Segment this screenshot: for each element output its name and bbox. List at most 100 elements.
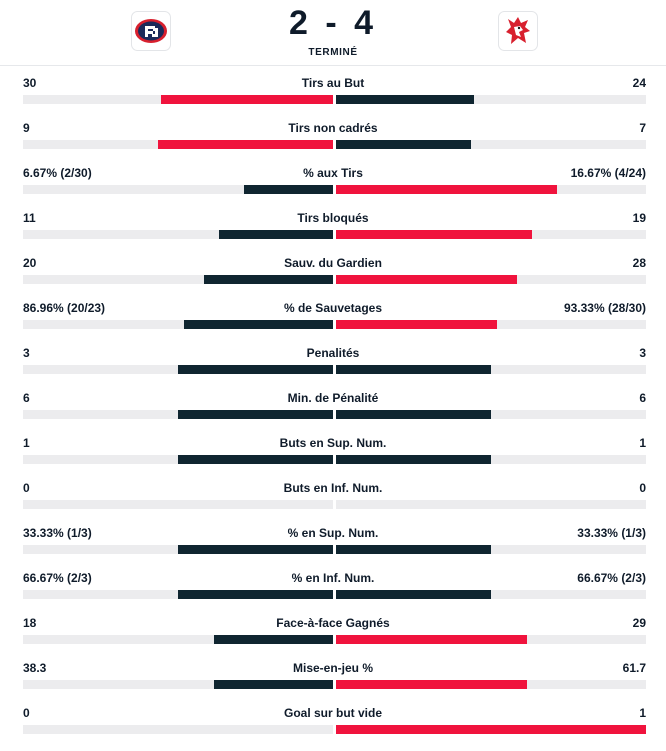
stat-away-value: 28 (632, 256, 646, 270)
stat-away-track (336, 185, 646, 194)
stat-row: 33.33% (1/3) % en Sup. Num. 33.33% (1/3) (0, 516, 666, 561)
stat-home-bar (178, 410, 333, 419)
stat-away-bar (336, 725, 646, 734)
stat-home-value: 11 (23, 211, 36, 225)
stat-away-track (336, 455, 646, 464)
stat-away-bar (336, 590, 491, 599)
stat-home-value: 1 (23, 436, 30, 450)
stat-home-value: 6 (23, 391, 30, 405)
stat-away-bar (336, 455, 491, 464)
stat-away-value: 19 (632, 211, 646, 225)
stat-home-value: 30 (23, 76, 37, 90)
stat-home-track (23, 95, 333, 104)
stat-home-track (23, 680, 333, 689)
stat-home-bar (158, 140, 333, 149)
stat-home-track (23, 230, 333, 239)
stat-away-value: 1 (639, 706, 646, 720)
stat-away-value: 93.33% (28/30) (563, 301, 646, 315)
stat-home-track (23, 140, 333, 149)
stat-label: Min. de Pénalité (287, 391, 379, 405)
stat-row: 9 Tirs non cadrés 7 (0, 111, 666, 156)
match-header: 2 - 4 TERMINÉ (0, 0, 666, 66)
stat-away-value: 6 (639, 391, 646, 405)
stat-home-track (23, 275, 333, 284)
stat-home-value: 0 (23, 481, 30, 495)
stat-label: Sauv. du Gardien (284, 256, 382, 270)
stat-label: Penalités (306, 346, 360, 360)
stat-away-track (336, 680, 646, 689)
stat-away-bar (336, 230, 532, 239)
stats-list: 30 Tirs au But 24 9 Tirs non cadrés 7 6.67% (2… (0, 66, 666, 741)
stat-away-track (336, 275, 646, 284)
stat-home-value: 66.67% (2/3) (23, 571, 92, 585)
stat-row: 38.3 Mise-en-jeu % 61.7 (0, 651, 666, 696)
stat-away-bar (336, 95, 474, 104)
stat-home-bar (244, 185, 333, 194)
stat-row: 0 Buts en Inf. Num. 0 (0, 471, 666, 516)
stat-away-track (336, 230, 646, 239)
stat-home-bar (161, 95, 333, 104)
stat-home-value: 18 (23, 616, 37, 630)
stat-label: Face-à-face Gagnés (276, 616, 390, 630)
stat-row: 66.67% (2/3) % en Inf. Num. 66.67% (2/3) (0, 561, 666, 606)
stat-home-track (23, 725, 333, 734)
stat-row: 11 Tirs bloqués 19 (0, 201, 666, 246)
stat-home-bar (214, 635, 333, 644)
stat-away-track (336, 140, 646, 149)
stat-label: % en Inf. Num. (291, 571, 375, 585)
stat-home-value: 6.67% (2/30) (23, 166, 92, 180)
stat-away-bar (336, 410, 491, 419)
stat-away-track (336, 635, 646, 644)
stat-away-bar (336, 635, 527, 644)
stat-label: Tirs non cadrés (288, 121, 378, 135)
stat-row: 0 Goal sur but vide 1 (0, 696, 666, 741)
stat-away-track (336, 545, 646, 554)
stat-away-value: 33.33% (1/3) (577, 526, 646, 540)
stat-home-value: 9 (23, 121, 30, 135)
stat-away-value: 1 (639, 436, 646, 450)
stat-home-bar (178, 590, 333, 599)
stat-away-bar (336, 545, 491, 554)
stat-away-value: 66.67% (2/3) (577, 571, 646, 585)
stat-home-track (23, 365, 333, 374)
stat-away-bar (336, 185, 557, 194)
stat-home-track (23, 500, 333, 509)
stat-label: Mise-en-jeu % (292, 661, 373, 675)
stat-row: 6.67% (2/30) % aux Tirs 16.67% (4/24) (0, 156, 666, 201)
stat-away-bar (336, 680, 527, 689)
stat-home-bar (214, 680, 333, 689)
stat-home-bar (219, 230, 333, 239)
stat-home-track (23, 320, 333, 329)
stat-row: 3 Penalités 3 (0, 336, 666, 381)
stat-away-track (336, 590, 646, 599)
match-status: TERMINÉ (308, 47, 358, 58)
stat-row: 20 Sauv. du Gardien 28 (0, 246, 666, 291)
stat-home-track (23, 410, 333, 419)
stat-away-value: 24 (632, 76, 646, 90)
stat-away-track (336, 410, 646, 419)
stat-away-track (336, 725, 646, 734)
lausanne-hc-lion-logo-icon[interactable] (498, 11, 538, 51)
stat-label: % en Sup. Num. (287, 526, 379, 540)
stat-away-value: 7 (639, 121, 646, 135)
stat-label: Tirs au But (301, 76, 365, 90)
stat-home-track (23, 635, 333, 644)
fribourg-gotteron-logo-icon[interactable] (131, 11, 171, 51)
stat-away-value: 29 (632, 616, 646, 630)
stat-home-bar (178, 545, 333, 554)
stat-row: 30 Tirs au But 24 (0, 66, 666, 111)
stat-home-value: 38.3 (23, 661, 47, 675)
stat-away-value: 0 (639, 481, 646, 495)
stat-home-track (23, 185, 333, 194)
stat-home-value: 86.96% (20/23) (23, 301, 106, 315)
stat-row: 18 Face-à-face Gagnés 29 (0, 606, 666, 651)
stat-away-value: 16.67% (4/24) (570, 166, 646, 180)
stat-label: Tirs bloqués (297, 211, 369, 225)
stat-away-value: 3 (639, 346, 646, 360)
stat-home-track (23, 545, 333, 554)
stat-away-value: 61.7 (622, 661, 646, 675)
stat-away-track (336, 95, 646, 104)
stat-home-value: 20 (23, 256, 37, 270)
stat-label: Goal sur but vide (283, 706, 382, 720)
stat-home-value: 3 (23, 346, 30, 360)
